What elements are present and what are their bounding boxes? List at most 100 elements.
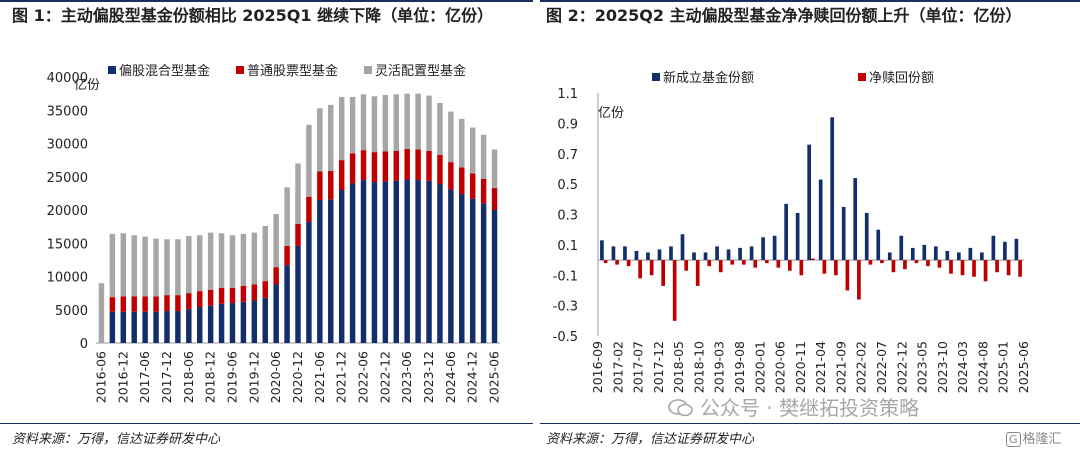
bar-segment	[295, 245, 301, 343]
x-tick-label: 2025-06	[1016, 341, 1031, 393]
bar-segment	[262, 297, 268, 343]
bar	[853, 178, 858, 261]
bar-segment	[273, 267, 279, 285]
x-tick-label: 2019-03	[712, 341, 727, 393]
bar-segment	[349, 96, 356, 154]
x-tick-label: 2022-12	[377, 351, 392, 403]
bar-segment	[251, 232, 258, 285]
bar-segment	[382, 151, 389, 182]
bar	[707, 260, 712, 267]
bar	[1006, 260, 1011, 276]
legend-label: 净赎回份额	[869, 71, 934, 86]
y-tick-label: 0.3	[557, 209, 578, 224]
bar	[784, 203, 788, 261]
watermark-text: 公众号 · 樊继拓投资策略	[700, 396, 920, 420]
bar-segment	[98, 283, 105, 343]
bar-segment	[349, 153, 356, 184]
x-tick-label: 2025-06	[487, 351, 502, 403]
bar-chart: 1.1 0.9 0.7 0.5 0.3 0.1 -0.1 -0.3 -0.5 亿份 2016-09 2…	[553, 70, 1031, 393]
x-tick-label: 2017-12	[159, 351, 174, 403]
bar-segment	[306, 221, 312, 343]
bar	[718, 260, 723, 273]
bar	[807, 144, 811, 261]
x-tick-label: 2018-06	[181, 351, 196, 403]
bar-segment	[448, 189, 454, 343]
source-note: 资料来源：万得，信达证券研发中心	[12, 432, 221, 447]
bar	[738, 247, 742, 261]
wechat-icon	[668, 399, 693, 417]
bar-segment	[207, 305, 214, 343]
bar-segment	[437, 184, 443, 343]
chart-title: 图 1：主动偏股型基金份额相比 2025Q1 继续下降（单位：亿份）	[12, 6, 494, 25]
bar	[646, 252, 650, 261]
bar-segment	[371, 96, 378, 153]
bar	[891, 260, 896, 273]
bar-segment	[262, 281, 268, 298]
bar	[910, 247, 915, 261]
bar-segment	[469, 173, 476, 199]
bar-segment	[120, 233, 127, 297]
bar-segment	[437, 102, 443, 155]
x-tick-label: 2021-12	[334, 351, 349, 403]
y-tick-label: 20000	[47, 204, 88, 219]
bar-segment	[109, 297, 116, 312]
x-tick-label: 2018-10	[691, 341, 706, 393]
bar-segment	[153, 238, 159, 297]
bar-segment	[459, 167, 465, 195]
bar	[638, 260, 642, 279]
bar-segment	[131, 235, 137, 297]
y-tick-label: 25000	[47, 171, 88, 186]
bar	[695, 260, 700, 286]
x-tick-label: 2021-09	[833, 341, 848, 393]
x-tick-label: 2022-07	[874, 341, 889, 393]
bar-segment	[393, 180, 399, 343]
x-tick-label: 2017-12	[651, 341, 666, 393]
bar-segment	[197, 291, 203, 308]
bar	[634, 250, 639, 261]
x-tick-label: 2024-08	[975, 341, 990, 393]
x-tick-label: 2023-06	[399, 351, 414, 403]
bar-segment	[393, 150, 399, 181]
bar-segment	[338, 96, 345, 161]
bar-segment	[175, 239, 181, 296]
bar-segment	[469, 127, 476, 174]
top-rule	[540, 0, 1080, 2]
bar-segment	[240, 233, 247, 286]
x-tick-label: 2021-06	[312, 351, 327, 403]
legend-label: 新成立基金份额	[663, 70, 754, 86]
bar-segment	[197, 307, 203, 343]
bar	[949, 260, 953, 274]
y-tick-label: 0.7	[557, 148, 578, 163]
bar	[730, 260, 735, 265]
bar	[761, 237, 765, 261]
bar-segment	[131, 296, 137, 312]
bar-segment	[404, 148, 410, 180]
bar-segment	[317, 108, 323, 172]
bar	[1018, 260, 1022, 277]
bar	[726, 249, 731, 261]
bar	[741, 260, 746, 265]
bar-segment	[197, 235, 203, 292]
y-tick-label: 5000	[55, 304, 88, 319]
x-tick-label: 2023-05	[915, 341, 930, 393]
bar-segment	[317, 171, 323, 201]
bar	[945, 250, 950, 261]
bar-segment	[415, 93, 421, 150]
x-tick-label: 2024-03	[955, 341, 970, 393]
x-tick-label: 2018-12	[203, 351, 218, 403]
x-tick-label: 2017-02	[610, 341, 625, 393]
bar-segment	[207, 232, 214, 290]
bar	[980, 252, 984, 261]
bar-segment	[175, 311, 181, 343]
bar-segment	[251, 284, 258, 301]
bar-segment	[207, 289, 214, 306]
bar-segment	[437, 154, 443, 185]
y-tick-label: 0.5	[557, 178, 578, 193]
bar-segment	[164, 295, 170, 312]
chart-title: 图 2：2025Q2 主动偏股型基金净净赎回份额上升（单位：亿份）	[546, 6, 1022, 25]
bar-segment	[338, 190, 345, 343]
bar-segment	[360, 180, 367, 343]
bar	[972, 260, 976, 277]
x-tick-label: 2019-06	[224, 351, 239, 403]
bar	[914, 260, 919, 264]
